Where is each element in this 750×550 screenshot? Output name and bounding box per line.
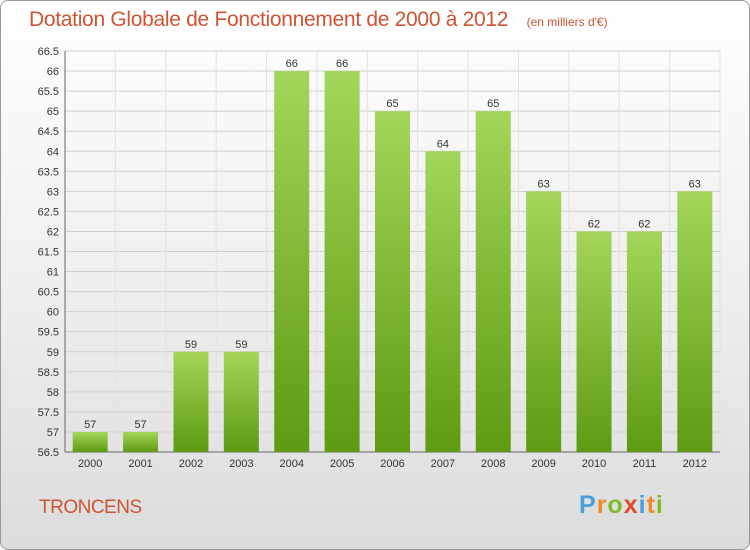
data-label: 59 [185, 339, 197, 351]
bar [72, 431, 108, 452]
y-tick-label: 66 [47, 66, 59, 78]
bar [677, 191, 713, 452]
y-tick-label: 58.5 [38, 367, 59, 379]
x-tick-label: 2006 [380, 458, 404, 470]
bar [173, 351, 209, 452]
y-tick-label: 64.5 [38, 126, 59, 138]
x-tick-label: 2001 [128, 458, 152, 470]
bars [72, 71, 713, 453]
y-tick-label: 56.5 [38, 447, 59, 459]
data-label: 62 [588, 218, 600, 230]
y-tick-label: 58 [47, 387, 59, 399]
commune-name: TRONCENS [39, 497, 142, 518]
bar [123, 431, 159, 452]
y-tick-label: 64 [47, 146, 59, 158]
bar [375, 111, 410, 453]
y-tick-label: 59 [47, 347, 59, 359]
x-tick-label: 2007 [431, 458, 455, 470]
x-tick-label: 2005 [330, 458, 354, 470]
data-label: 64 [437, 138, 449, 150]
y-tick-label: 57.5 [38, 407, 59, 419]
x-tick-label: 2009 [531, 458, 555, 470]
data-label: 63 [538, 178, 550, 190]
logo-letter: r [596, 491, 608, 519]
data-label: 66 [336, 58, 348, 70]
chart-unit: (en milliers d'€) [526, 15, 608, 29]
bar [274, 71, 310, 453]
logo-letter: o [607, 491, 624, 519]
data-label: 59 [235, 339, 247, 351]
x-tick-label: 2004 [279, 458, 303, 470]
bar [526, 191, 562, 452]
bar [324, 71, 360, 453]
y-tick-label: 57 [47, 427, 59, 439]
y-tick-label: 60.5 [38, 287, 59, 299]
logo-letter: x [623, 491, 639, 519]
y-tick-label: 62 [47, 226, 59, 238]
data-label: 65 [386, 98, 398, 110]
y-tick-label: 59.5 [38, 327, 59, 339]
bar [425, 151, 461, 452]
data-label: 63 [689, 178, 701, 190]
y-tick-label: 63.5 [38, 166, 59, 178]
data-label: 57 [134, 419, 146, 431]
x-tick-label: 2002 [179, 458, 203, 470]
bar [576, 231, 612, 452]
x-tick-label: 2011 [633, 458, 657, 470]
x-tick-label: 2003 [229, 458, 253, 470]
y-tick-label: 60 [47, 307, 59, 319]
data-label: 57 [84, 419, 96, 431]
y-tick-label: 65.5 [38, 86, 59, 98]
x-tick-label: 2010 [582, 458, 606, 470]
data-label: 65 [487, 98, 499, 110]
bar [475, 111, 511, 453]
data-label: 66 [286, 58, 298, 70]
y-tick-label: 65 [47, 106, 59, 118]
chart-title: Dotation Globale de Fonctionnement de 20… [29, 8, 509, 31]
logo-letter: P [579, 491, 597, 519]
bar [223, 351, 259, 452]
y-tick-label: 66.5 [38, 46, 59, 58]
data-labels: 57 57 59 59 66 66 65 64 65 63 62 62 63 [84, 58, 701, 431]
logo-letter: t [646, 491, 656, 519]
logo-letter: i [655, 491, 664, 519]
chart-title-row: Dotation Globale de Fonctionnement de 20… [29, 8, 608, 32]
x-tick-label: 2000 [78, 458, 102, 470]
y-tick-label: 61.5 [38, 247, 59, 259]
proxiti-logo: Proxiti [579, 491, 664, 520]
y-tick-label: 61 [47, 267, 59, 279]
logo-letter: i [638, 491, 647, 519]
bar [626, 231, 662, 452]
y-tick-label: 62.5 [38, 206, 59, 218]
x-tick-label: 2012 [683, 458, 707, 470]
data-label: 62 [638, 218, 650, 230]
y-tick-label: 63 [47, 186, 59, 198]
x-tick-label: 2008 [481, 458, 505, 470]
